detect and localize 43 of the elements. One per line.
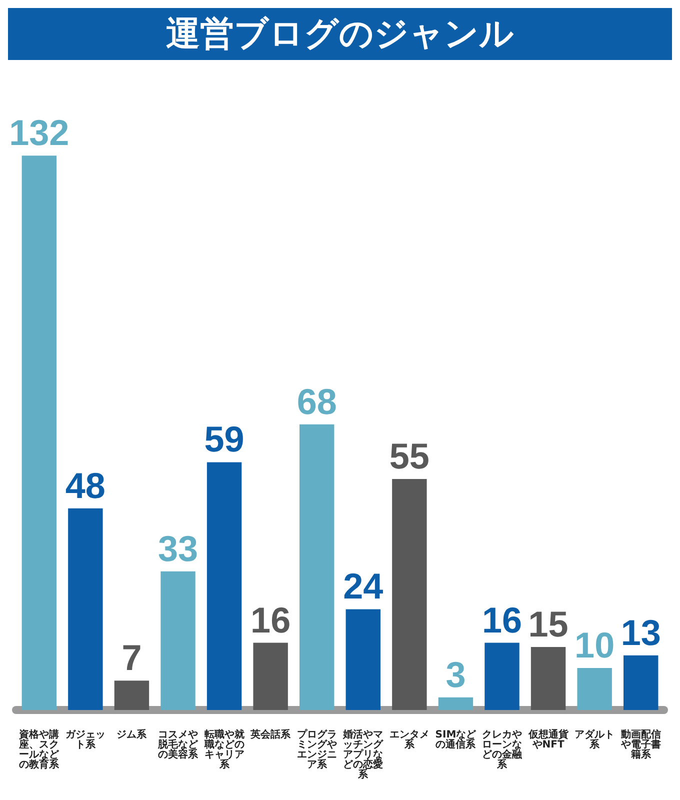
x-tick-label: ジム系	[116, 728, 148, 740]
bar	[438, 697, 474, 710]
x-tick-label: アダルト系	[574, 728, 615, 750]
data-label: 13	[620, 612, 661, 653]
bar	[300, 424, 334, 710]
bar	[530, 647, 566, 710]
data-label: 7	[122, 637, 142, 678]
bar	[392, 479, 427, 710]
x-tick-label: SIMなどの通信系	[435, 730, 478, 750]
bar	[114, 680, 150, 710]
data-label: 59	[204, 418, 244, 460]
data-label: 10	[574, 624, 615, 666]
bar	[206, 462, 242, 710]
data-label: 48	[65, 464, 106, 506]
bar	[484, 642, 520, 710]
x-tick-label: プログラミングやエンジニア系	[296, 728, 337, 770]
x-tick-label: 婚活やマッチングアプリなどの恋愛系	[342, 728, 384, 780]
x-tick-label: 転職や就職などのキャリア系	[203, 728, 244, 770]
data-label: 3	[446, 654, 466, 695]
data-label: 16	[482, 599, 522, 640]
data-label: 16	[250, 599, 291, 640]
x-tick-label: 英会話系	[250, 728, 292, 740]
chart-title: 運営ブログのジャンル	[8, 8, 672, 60]
x-tick-label: エンタメ系	[389, 730, 430, 750]
data-label: 24	[343, 566, 384, 607]
x-tick-label: ガジェット系	[65, 730, 106, 750]
x-tick-label: 動画配信や電子書籍系	[620, 728, 661, 760]
bar	[624, 655, 658, 710]
x-tick-label: クレカやローンなどの金融系	[482, 730, 523, 770]
data-label: 15	[528, 604, 568, 644]
data-label: 132	[9, 112, 70, 154]
bar	[160, 571, 196, 710]
x-tick-label: 仮想通貨やNFT	[527, 728, 570, 750]
data-label: 68	[296, 380, 337, 422]
x-tick-label: コスメや脱毛などの美容系	[157, 730, 199, 760]
bar	[253, 642, 288, 710]
bar	[22, 156, 56, 710]
data-label: 33	[158, 528, 198, 569]
data-label: 55	[389, 436, 430, 476]
bar	[68, 508, 103, 710]
x-tick-label: 資格や講座、スクールなどの教育系	[18, 728, 60, 770]
bar	[346, 609, 380, 710]
bar	[577, 668, 612, 710]
